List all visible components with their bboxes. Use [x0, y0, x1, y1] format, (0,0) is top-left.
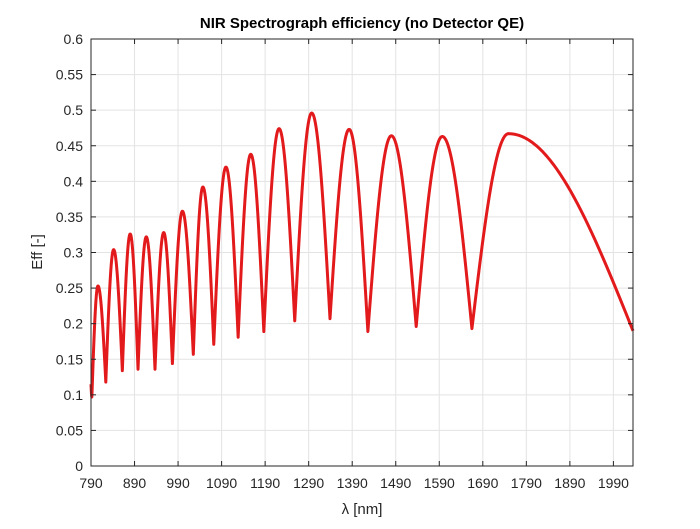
y-tick-label: 0.55: [56, 67, 83, 83]
y-tick-label: 0.25: [56, 280, 83, 296]
x-tick-label: 990: [166, 475, 190, 491]
grid: [90, 38, 633, 467]
x-tick-labels: 790 890 990 1090 1190 1290 1390 1490 1590 1690 179…: [79, 475, 629, 491]
x-tick-label: 1390: [337, 475, 368, 491]
x-tick-label: 1890: [554, 475, 585, 491]
y-tick-label: 0.35: [56, 209, 83, 225]
y-tick-label: 0.05: [56, 422, 83, 438]
chart-title: NIR Spectrograph efficiency (no Detector…: [200, 15, 524, 32]
y-axis-label: Eff [-]: [29, 234, 46, 270]
x-tick-label: 1090: [206, 475, 237, 491]
x-tick-label: 1290: [293, 475, 324, 491]
x-tick-label: 1190: [250, 475, 280, 491]
x-axis-label: λ [nm]: [342, 501, 383, 518]
x-tick-label: 1490: [380, 475, 411, 491]
x-tick-label: 890: [123, 475, 147, 491]
y-tick-label: 0.6: [64, 31, 84, 47]
y-tick-label: 0.2: [64, 316, 84, 332]
ticks: [90, 38, 633, 467]
x-tick-label: 790: [79, 475, 103, 491]
curve-layer: [89, 111, 635, 399]
y-tick-label: 0.3: [64, 245, 84, 261]
y-tick-label: 0.4: [64, 173, 84, 189]
y-tick-label: 0.1: [64, 387, 84, 403]
y-tick-label: 0.5: [64, 102, 84, 118]
y-tick-labels: 0 0.05 0.1 0.15 0.2 0.25 0.3 0.35 0.4 0.45 0.5 0.55…: [56, 31, 83, 474]
x-tick-label: 1790: [511, 475, 542, 491]
x-tick-label: 1690: [467, 475, 498, 491]
efficiency-line: [89, 111, 635, 399]
y-tick-label: 0: [75, 458, 83, 474]
x-tick-label: 1990: [598, 475, 629, 491]
y-tick-label: 0.15: [56, 351, 83, 367]
x-tick-label: 1590: [424, 475, 455, 491]
y-tick-label: 0.45: [56, 138, 83, 154]
